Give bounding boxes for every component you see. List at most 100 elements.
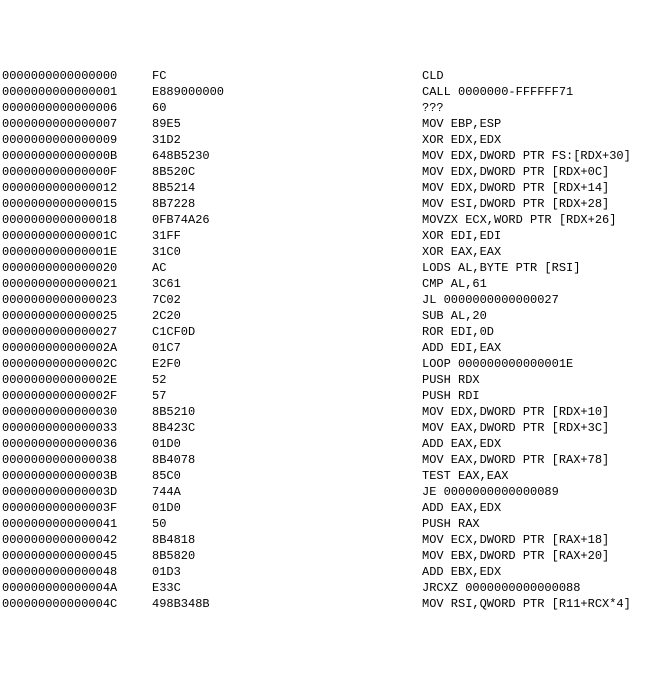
disassembly-row[interactable]: 000000000000002E52PUSH RDX	[2, 372, 659, 388]
address-cell: 0000000000000001	[2, 84, 152, 100]
bytes-cell: 498B348B	[152, 596, 422, 612]
disassembly-row[interactable]: 000000000000001C31FFXOR EDI,EDI	[2, 228, 659, 244]
disassembly-row[interactable]: 000000000000004AE33CJRCXZ 00000000000000…	[2, 580, 659, 596]
disassembly-row[interactable]: 00000000000000252C20SUB AL,20	[2, 308, 659, 324]
disassembly-row[interactable]: 000000000000000660???	[2, 100, 659, 116]
bytes-cell: C1CF0D	[152, 324, 422, 340]
disassembly-row[interactable]: 00000000000000213C61CMP AL,61	[2, 276, 659, 292]
instruction-cell: TEST EAX,EAX	[422, 468, 659, 484]
address-cell: 0000000000000000	[2, 68, 152, 84]
address-cell: 000000000000001E	[2, 244, 152, 260]
address-cell: 0000000000000036	[2, 436, 152, 452]
disassembly-row[interactable]: 000000000000004150PUSH RAX	[2, 516, 659, 532]
disassembly-row[interactable]: 000000000000000F8B520CMOV EDX,DWORD PTR …	[2, 164, 659, 180]
bytes-cell: 01D3	[152, 564, 422, 580]
address-cell: 000000000000000F	[2, 164, 152, 180]
disassembly-row[interactable]: 000000000000000B648B5230MOV EDX,DWORD PT…	[2, 148, 659, 164]
address-cell: 0000000000000033	[2, 420, 152, 436]
disassembly-row[interactable]: 00000000000000180FB74A26MOVZX ECX,WORD P…	[2, 212, 659, 228]
bytes-cell: 31C0	[152, 244, 422, 260]
disassembly-row[interactable]: 00000000000000428B4818MOV ECX,DWORD PTR …	[2, 532, 659, 548]
disassembly-row[interactable]: 000000000000003D744AJE 0000000000000089	[2, 484, 659, 500]
bytes-cell: 8B4818	[152, 532, 422, 548]
disassembly-row[interactable]: 000000000000000789E5MOV EBP,ESP	[2, 116, 659, 132]
bytes-cell: 0FB74A26	[152, 212, 422, 228]
address-cell: 0000000000000041	[2, 516, 152, 532]
instruction-cell: PUSH RDX	[422, 372, 659, 388]
disassembly-row[interactable]: 000000000000002F57PUSH RDI	[2, 388, 659, 404]
bytes-cell: 52	[152, 372, 422, 388]
disassembly-row[interactable]: 000000000000002A01C7ADD EDI,EAX	[2, 340, 659, 356]
instruction-cell: JL 0000000000000027	[422, 292, 659, 308]
instruction-cell: SUB AL,20	[422, 308, 659, 324]
bytes-cell: 57	[152, 388, 422, 404]
address-cell: 0000000000000009	[2, 132, 152, 148]
disassembly-row[interactable]: 0000000000000027C1CF0DROR EDI,0D	[2, 324, 659, 340]
instruction-cell: CALL 0000000-FFFFFF71	[422, 84, 659, 100]
disassembly-row[interactable]: 0000000000000000FCCLD	[2, 68, 659, 84]
disassembly-row[interactable]: 000000000000003B85C0TEST EAX,EAX	[2, 468, 659, 484]
bytes-cell: 01D0	[152, 500, 422, 516]
bytes-cell: FC	[152, 68, 422, 84]
bytes-cell: E33C	[152, 580, 422, 596]
disassembly-row[interactable]: 000000000000004C498B348BMOV RSI,QWORD PT…	[2, 596, 659, 612]
address-cell: 0000000000000012	[2, 180, 152, 196]
address-cell: 000000000000004C	[2, 596, 152, 612]
address-cell: 0000000000000020	[2, 260, 152, 276]
instruction-cell: ADD EDI,EAX	[422, 340, 659, 356]
disassembly-row[interactable]: 000000000000003601D0ADD EAX,EDX	[2, 436, 659, 452]
instruction-cell: MOV ECX,DWORD PTR [RAX+18]	[422, 532, 659, 548]
disassembly-row[interactable]: 00000000000000308B5210MOV EDX,DWORD PTR …	[2, 404, 659, 420]
disassembly-row[interactable]: 000000000000004801D3ADD EBX,EDX	[2, 564, 659, 580]
disassembly-row[interactable]: 000000000000002CE2F0LOOP 000000000000001…	[2, 356, 659, 372]
instruction-cell: MOV EAX,DWORD PTR [RAX+78]	[422, 452, 659, 468]
address-cell: 000000000000002F	[2, 388, 152, 404]
bytes-cell: 2C20	[152, 308, 422, 324]
address-cell: 000000000000002A	[2, 340, 152, 356]
address-cell: 000000000000002E	[2, 372, 152, 388]
disassembly-row[interactable]: 000000000000003F01D0ADD EAX,EDX	[2, 500, 659, 516]
address-cell: 0000000000000042	[2, 532, 152, 548]
instruction-cell: PUSH RDI	[422, 388, 659, 404]
address-cell: 0000000000000038	[2, 452, 152, 468]
disassembly-row[interactable]: 0000000000000020ACLODS AL,BYTE PTR [RSI]	[2, 260, 659, 276]
instruction-cell: MOV RSI,QWORD PTR [R11+RCX*4]	[422, 596, 659, 612]
disassembly-row[interactable]: 000000000000000931D2XOR EDX,EDX	[2, 132, 659, 148]
bytes-cell: 3C61	[152, 276, 422, 292]
instruction-cell: MOV EAX,DWORD PTR [RDX+3C]	[422, 420, 659, 436]
instruction-cell: MOV EDX,DWORD PTR FS:[RDX+30]	[422, 148, 659, 164]
instruction-cell: LODS AL,BYTE PTR [RSI]	[422, 260, 659, 276]
bytes-cell: 01D0	[152, 436, 422, 452]
address-cell: 000000000000002C	[2, 356, 152, 372]
address-cell: 0000000000000007	[2, 116, 152, 132]
instruction-cell: MOV EBX,DWORD PTR [RAX+20]	[422, 548, 659, 564]
bytes-cell: 01C7	[152, 340, 422, 356]
bytes-cell: 60	[152, 100, 422, 116]
instruction-cell: CMP AL,61	[422, 276, 659, 292]
disassembly-row[interactable]: 0000000000000001E889000000CALL 0000000-F…	[2, 84, 659, 100]
instruction-cell: ???	[422, 100, 659, 116]
bytes-cell: 8B520C	[152, 164, 422, 180]
disassembly-row[interactable]: 00000000000000237C02JL 0000000000000027	[2, 292, 659, 308]
disassembly-row[interactable]: 00000000000000458B5820MOV EBX,DWORD PTR …	[2, 548, 659, 564]
bytes-cell: 8B4078	[152, 452, 422, 468]
disassembly-row[interactable]: 00000000000000128B5214MOV EDX,DWORD PTR …	[2, 180, 659, 196]
address-cell: 0000000000000030	[2, 404, 152, 420]
address-cell: 0000000000000045	[2, 548, 152, 564]
bytes-cell: 7C02	[152, 292, 422, 308]
disassembly-row[interactable]: 00000000000000158B7228MOV ESI,DWORD PTR …	[2, 196, 659, 212]
address-cell: 0000000000000025	[2, 308, 152, 324]
instruction-cell: MOVZX ECX,WORD PTR [RDX+26]	[422, 212, 659, 228]
instruction-cell: ROR EDI,0D	[422, 324, 659, 340]
instruction-cell: MOV EDX,DWORD PTR [RDX+14]	[422, 180, 659, 196]
bytes-cell: 8B7228	[152, 196, 422, 212]
address-cell: 000000000000001C	[2, 228, 152, 244]
instruction-cell: LOOP 000000000000001E	[422, 356, 659, 372]
address-cell: 0000000000000027	[2, 324, 152, 340]
disassembly-row[interactable]: 00000000000000338B423CMOV EAX,DWORD PTR …	[2, 420, 659, 436]
disassembly-row[interactable]: 000000000000001E31C0XOR EAX,EAX	[2, 244, 659, 260]
address-cell: 000000000000003B	[2, 468, 152, 484]
bytes-cell: 8B5214	[152, 180, 422, 196]
disassembly-row[interactable]: 00000000000000388B4078MOV EAX,DWORD PTR …	[2, 452, 659, 468]
instruction-cell: MOV EBP,ESP	[422, 116, 659, 132]
